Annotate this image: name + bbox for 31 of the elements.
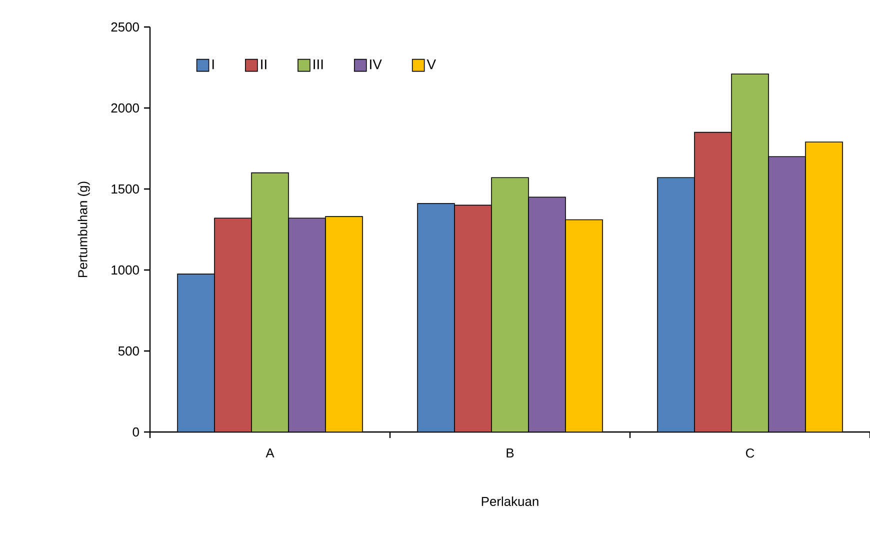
legend-label: II bbox=[261, 60, 266, 70]
x-tick-label: B bbox=[506, 448, 514, 458]
bar bbox=[657, 177, 695, 432]
bar bbox=[565, 219, 603, 432]
legend-label: V bbox=[426, 60, 436, 70]
y-tick-label: 2000 bbox=[111, 103, 139, 113]
y-tick-label: 500 bbox=[118, 346, 139, 356]
x-axis-title: Perlakuan bbox=[482, 496, 538, 506]
bar bbox=[491, 177, 529, 432]
y-tick-label: 0 bbox=[132, 427, 139, 437]
bar bbox=[694, 132, 732, 432]
y-axis-title: Pertumbuhan (g) bbox=[78, 182, 90, 278]
x-tick-label: C bbox=[746, 448, 754, 458]
legend-label: IV bbox=[370, 60, 382, 70]
bar bbox=[214, 218, 252, 432]
bar bbox=[805, 142, 843, 432]
bar bbox=[177, 274, 215, 432]
bar bbox=[288, 218, 326, 432]
bar bbox=[325, 216, 363, 432]
y-tick-label: 2500 bbox=[111, 22, 139, 32]
bar bbox=[731, 74, 769, 432]
legend-label: III bbox=[314, 60, 323, 70]
legend-label: I bbox=[212, 60, 214, 70]
bar bbox=[417, 203, 455, 432]
bar bbox=[251, 172, 289, 432]
bar bbox=[768, 156, 806, 432]
y-tick-label: 1000 bbox=[112, 265, 139, 275]
bar bbox=[528, 196, 566, 432]
y-tick-label: 1500 bbox=[112, 184, 139, 194]
x-tick-label: A bbox=[266, 448, 274, 458]
bar bbox=[454, 204, 492, 432]
